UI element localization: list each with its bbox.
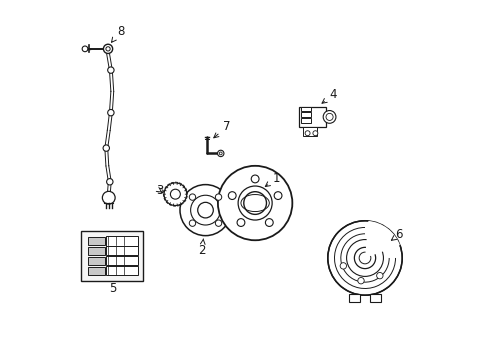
Bar <box>106 246 138 256</box>
Bar <box>301 107 310 111</box>
Circle shape <box>238 186 272 220</box>
Text: 2: 2 <box>198 239 205 257</box>
Bar <box>106 237 138 246</box>
Circle shape <box>190 195 220 225</box>
Bar <box>88 267 104 275</box>
Bar <box>299 107 325 127</box>
Circle shape <box>274 192 282 199</box>
Circle shape <box>107 109 114 116</box>
Text: 7: 7 <box>213 120 230 138</box>
Circle shape <box>180 185 230 236</box>
Circle shape <box>325 113 332 121</box>
Bar <box>303 127 317 136</box>
Circle shape <box>354 247 375 269</box>
Circle shape <box>237 219 244 226</box>
Circle shape <box>340 263 346 269</box>
Circle shape <box>197 202 213 218</box>
Circle shape <box>103 44 112 54</box>
Circle shape <box>265 219 273 226</box>
Bar <box>106 266 138 275</box>
Text: 4: 4 <box>322 89 336 103</box>
Circle shape <box>244 192 266 215</box>
Circle shape <box>305 131 309 136</box>
Circle shape <box>215 194 221 200</box>
Bar <box>348 294 359 302</box>
Bar <box>301 112 310 117</box>
Bar <box>88 247 104 255</box>
Circle shape <box>170 189 180 199</box>
Circle shape <box>106 47 110 51</box>
Bar <box>81 231 143 281</box>
Circle shape <box>217 150 224 157</box>
Bar <box>88 237 104 245</box>
Bar <box>106 256 138 265</box>
Wedge shape <box>364 221 399 258</box>
Circle shape <box>107 67 114 73</box>
Circle shape <box>103 145 109 151</box>
Circle shape <box>102 192 115 204</box>
Circle shape <box>228 192 236 199</box>
Circle shape <box>106 179 113 185</box>
Circle shape <box>163 183 186 206</box>
Circle shape <box>82 46 88 52</box>
Circle shape <box>312 131 317 136</box>
Bar <box>301 118 310 123</box>
Text: 1: 1 <box>265 172 280 186</box>
Circle shape <box>357 278 364 284</box>
Circle shape <box>189 220 195 226</box>
Circle shape <box>219 152 222 155</box>
Circle shape <box>189 194 195 200</box>
Circle shape <box>358 252 370 264</box>
Text: 6: 6 <box>390 229 402 242</box>
Circle shape <box>376 273 382 279</box>
Circle shape <box>346 239 383 276</box>
Circle shape <box>327 221 402 295</box>
Bar <box>88 257 104 265</box>
Text: 5: 5 <box>108 282 116 295</box>
Circle shape <box>215 220 221 226</box>
Circle shape <box>218 166 292 240</box>
Circle shape <box>251 175 259 183</box>
Bar <box>369 294 380 302</box>
Text: 3: 3 <box>155 184 163 197</box>
Text: 8: 8 <box>111 24 124 42</box>
Circle shape <box>323 111 335 123</box>
